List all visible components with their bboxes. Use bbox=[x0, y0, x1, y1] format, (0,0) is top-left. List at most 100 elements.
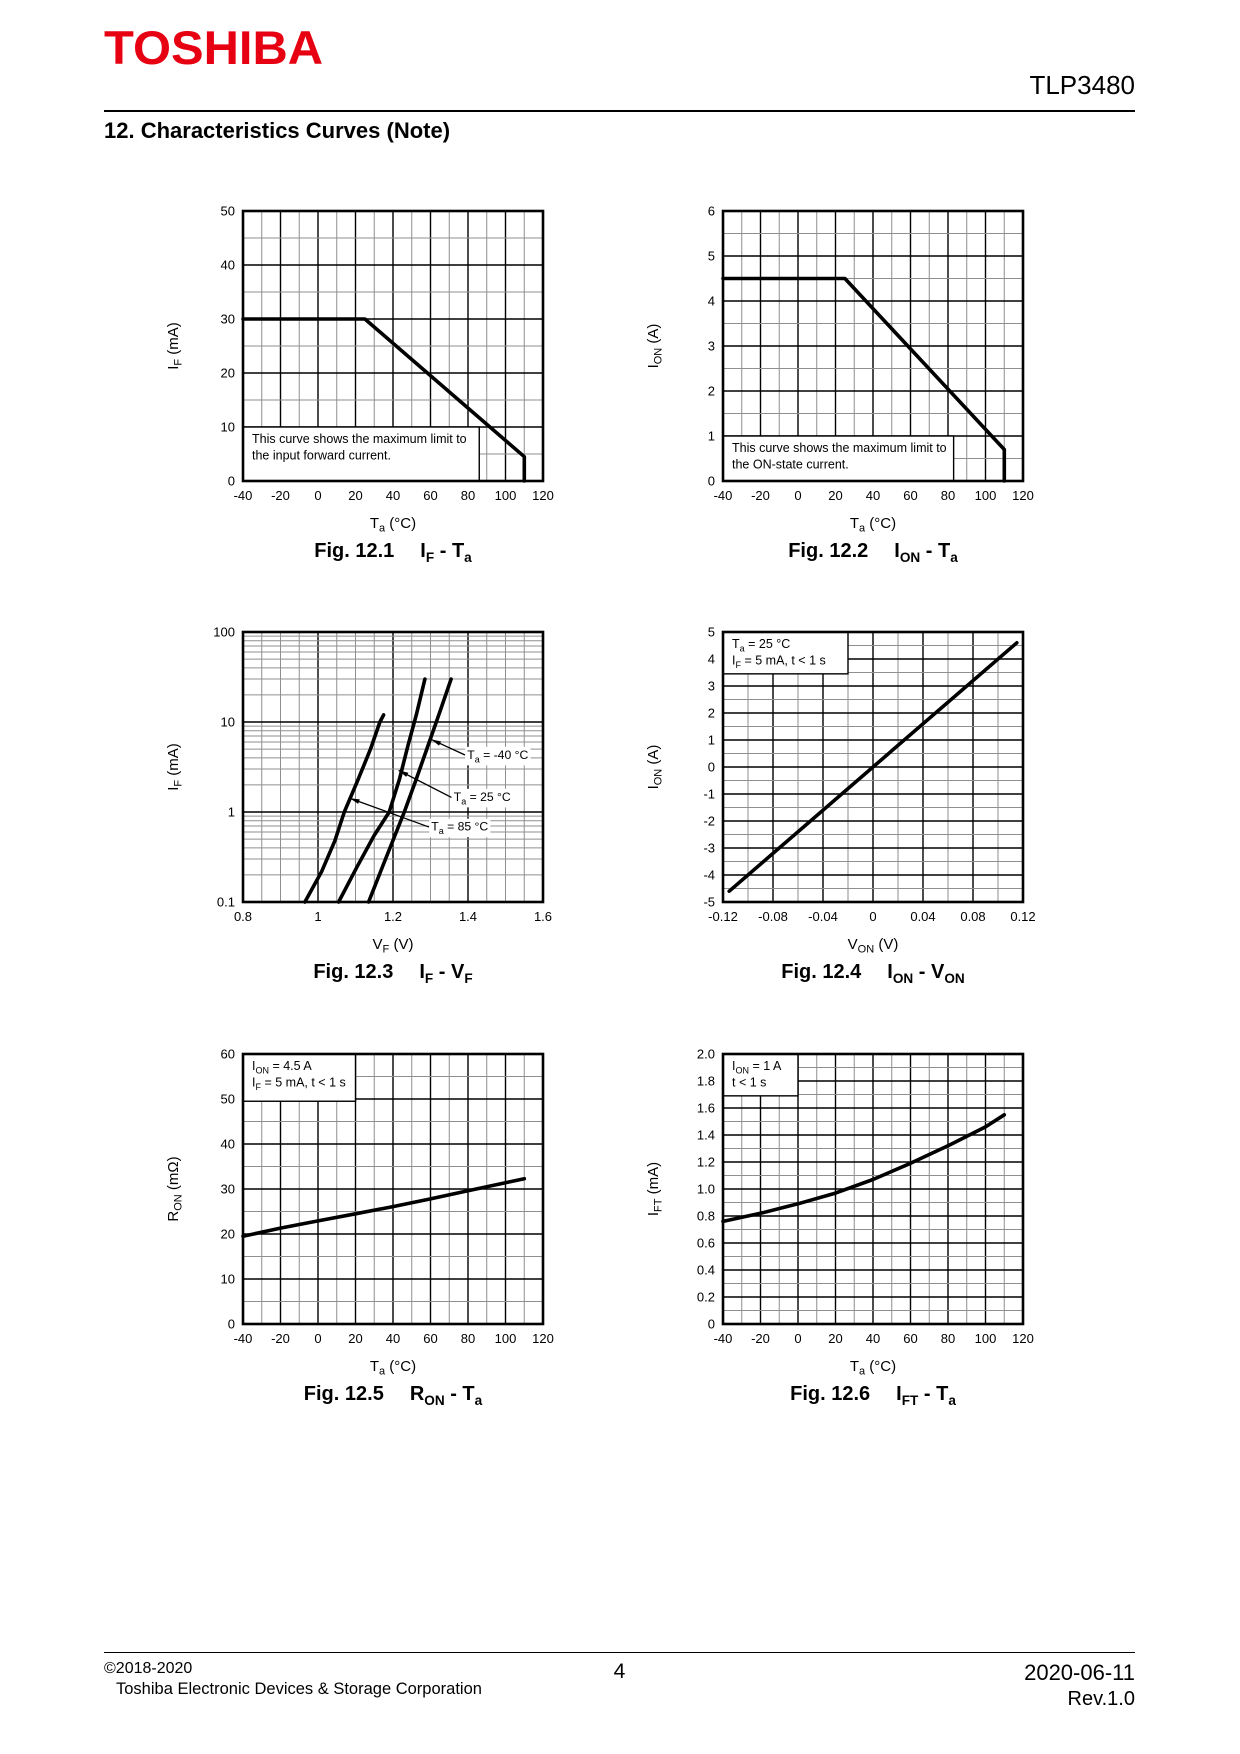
svg-text:-40: -40 bbox=[714, 488, 733, 503]
svg-text:-0.12: -0.12 bbox=[708, 909, 738, 924]
svg-text:100: 100 bbox=[975, 1331, 997, 1346]
chart-canvas: ION = 4.5 A IF = 5 mA, t < 1 s -40 -20 0 20 40… bbox=[148, 1039, 578, 1379]
figure-caption: Fig. 12.6 IFT - Ta bbox=[723, 1383, 1023, 1408]
figure-caption-number: Fig. 12.5 bbox=[303, 1383, 384, 1405]
figure-12-3: Ta = -40 °C Ta = 25 °C Ta = 85 °C 0.8 1 1.2 1.… bbox=[148, 617, 578, 987]
figure-caption-number: Fig. 12.1 bbox=[314, 540, 395, 562]
svg-text:0: 0 bbox=[794, 1331, 801, 1346]
svg-text:20: 20 bbox=[348, 1331, 362, 1346]
figure-caption-number: Fig. 12.4 bbox=[781, 961, 862, 983]
svg-text:60: 60 bbox=[903, 488, 917, 503]
svg-text:20: 20 bbox=[828, 1331, 842, 1346]
svg-text:IF (mA): IF (mA) bbox=[165, 322, 185, 370]
figure-12-1: This curve shows the maximum limit to the… bbox=[148, 196, 578, 566]
figure-caption-title: IFT - Ta bbox=[896, 1383, 956, 1408]
svg-text:VF (V): VF (V) bbox=[373, 936, 414, 956]
svg-text:0.8: 0.8 bbox=[697, 1209, 715, 1224]
svg-text:80: 80 bbox=[941, 1331, 955, 1346]
svg-text:VON (V): VON (V) bbox=[848, 936, 899, 956]
svg-text:120: 120 bbox=[532, 1331, 554, 1346]
svg-text:10: 10 bbox=[221, 715, 235, 730]
svg-text:4: 4 bbox=[708, 294, 715, 309]
svg-text:100: 100 bbox=[975, 488, 997, 503]
toshiba-logo: TOSHIBA bbox=[104, 21, 324, 74]
footer-copyright: ©2018-2020 bbox=[104, 1660, 193, 1677]
svg-text:0: 0 bbox=[708, 474, 715, 489]
svg-text:-4: -4 bbox=[703, 868, 715, 883]
svg-text:4: 4 bbox=[708, 652, 715, 667]
footer-date: 2020-06-11 bbox=[1024, 1660, 1135, 1685]
svg-text:the ON-state current.: the ON-state current. bbox=[732, 458, 849, 472]
svg-text:50: 50 bbox=[221, 204, 235, 219]
svg-text:120: 120 bbox=[1012, 1331, 1034, 1346]
svg-text:This curve shows the maximum l: This curve shows the maximum limit to bbox=[252, 432, 467, 446]
svg-text:10: 10 bbox=[221, 1272, 235, 1287]
svg-text:0.8: 0.8 bbox=[234, 909, 252, 924]
svg-text:20: 20 bbox=[221, 366, 235, 381]
footer-revision: Rev.1.0 bbox=[1067, 1688, 1135, 1710]
svg-text:20: 20 bbox=[348, 488, 362, 503]
figure-caption-number: Fig. 12.6 bbox=[790, 1383, 871, 1405]
svg-text:0: 0 bbox=[314, 1331, 321, 1346]
figure-caption-title: ION - VON bbox=[887, 961, 965, 986]
svg-text:Ta (°C): Ta (°C) bbox=[370, 1358, 416, 1378]
svg-text:100: 100 bbox=[495, 1331, 517, 1346]
part-number: TLP3480 bbox=[1029, 70, 1135, 100]
svg-text:60: 60 bbox=[423, 488, 437, 503]
chart-canvas: This curve shows the maximum limit to the… bbox=[628, 196, 1058, 536]
figure-caption: Fig. 12.2 ION - Ta bbox=[723, 540, 1023, 565]
svg-text:0: 0 bbox=[708, 760, 715, 775]
svg-text:RON (mΩ): RON (mΩ) bbox=[165, 1156, 185, 1221]
svg-text:30: 30 bbox=[221, 312, 235, 327]
figure-caption-title: IF - Ta bbox=[420, 540, 472, 565]
svg-text:5: 5 bbox=[708, 249, 715, 264]
svg-text:1.4: 1.4 bbox=[459, 909, 477, 924]
svg-text:ION = 4.5 A: ION = 4.5 A bbox=[252, 1059, 312, 1076]
figure-caption: Fig. 12.4 ION - VON bbox=[723, 961, 1023, 986]
svg-text:0.2: 0.2 bbox=[697, 1290, 715, 1305]
svg-text:0: 0 bbox=[708, 1317, 715, 1332]
svg-text:Ta = 85 °C: Ta = 85 °C bbox=[431, 820, 488, 837]
svg-text:-3: -3 bbox=[703, 841, 715, 856]
svg-text:0.12: 0.12 bbox=[1010, 909, 1035, 924]
footer-revision-block: 2020-06-11 Rev.1.0 bbox=[1024, 1660, 1135, 1711]
svg-text:1: 1 bbox=[708, 733, 715, 748]
svg-text:6: 6 bbox=[708, 204, 715, 219]
svg-text:20: 20 bbox=[828, 488, 842, 503]
svg-text:0.08: 0.08 bbox=[960, 909, 985, 924]
svg-text:120: 120 bbox=[1012, 488, 1034, 503]
svg-text:40: 40 bbox=[866, 488, 880, 503]
svg-text:1.4: 1.4 bbox=[697, 1128, 715, 1143]
svg-text:3: 3 bbox=[708, 339, 715, 354]
svg-text:1.8: 1.8 bbox=[697, 1074, 715, 1089]
svg-text:10: 10 bbox=[221, 420, 235, 435]
svg-text:-20: -20 bbox=[751, 1331, 770, 1346]
figure-caption-title: IF - VF bbox=[419, 961, 473, 986]
figure-12-4: Ta = 25 °C IF = 5 mA, t < 1 s -0.12 -0.08 -0… bbox=[628, 617, 1058, 987]
svg-text:IF = 5 mA, t < 1 s: IF = 5 mA, t < 1 s bbox=[252, 1076, 346, 1093]
svg-text:-1: -1 bbox=[703, 787, 715, 802]
svg-text:2: 2 bbox=[708, 384, 715, 399]
svg-text:ION = 1 A: ION = 1 A bbox=[732, 1059, 782, 1076]
svg-text:1: 1 bbox=[314, 909, 321, 924]
svg-text:0.1: 0.1 bbox=[217, 895, 235, 910]
svg-text:0: 0 bbox=[314, 488, 321, 503]
svg-text:-40: -40 bbox=[234, 1331, 253, 1346]
svg-text:40: 40 bbox=[386, 1331, 400, 1346]
svg-text:1: 1 bbox=[708, 429, 715, 444]
svg-text:Ta = 25 °C: Ta = 25 °C bbox=[454, 790, 511, 807]
svg-text:-40: -40 bbox=[714, 1331, 733, 1346]
svg-text:0.6: 0.6 bbox=[697, 1236, 715, 1251]
figure-caption-title: RON - Ta bbox=[409, 1383, 483, 1408]
svg-text:60: 60 bbox=[423, 1331, 437, 1346]
svg-text:1: 1 bbox=[228, 805, 235, 820]
svg-text:IF = 5 mA, t < 1 s: IF = 5 mA, t < 1 s bbox=[732, 654, 826, 671]
svg-text:-5: -5 bbox=[703, 895, 715, 910]
svg-text:IF (mA): IF (mA) bbox=[165, 743, 185, 791]
svg-text:60: 60 bbox=[221, 1047, 235, 1062]
figure-caption: Fig. 12.1 IF - Ta bbox=[243, 540, 543, 565]
footer-company: Toshiba Electronic Devices & Storage Cor… bbox=[116, 1680, 482, 1698]
charts-grid: This curve shows the maximum limit to the… bbox=[148, 196, 1208, 1426]
svg-text:40: 40 bbox=[386, 488, 400, 503]
